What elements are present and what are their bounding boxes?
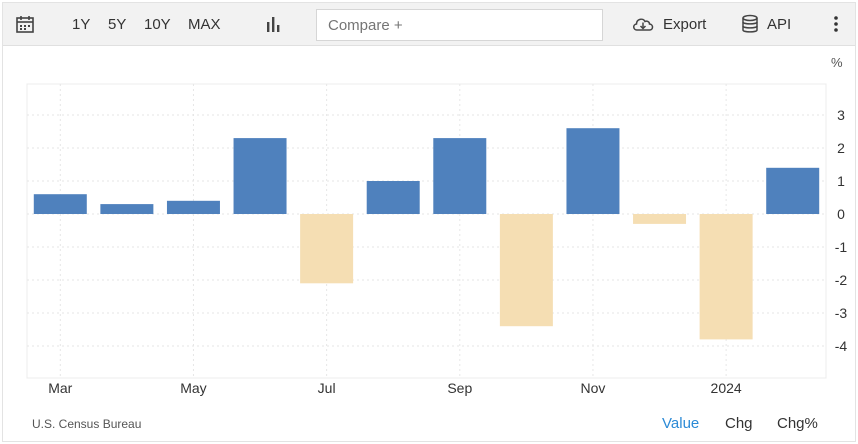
api-button[interactable]: API	[741, 3, 791, 45]
bar[interactable]	[699, 214, 753, 340]
plot-area	[26, 83, 827, 379]
x-tick-label: Jul	[318, 380, 336, 396]
y-tick-label: -2	[835, 272, 848, 288]
bar[interactable]	[100, 204, 154, 214]
y-tick-label: -4	[835, 338, 848, 354]
y-tick-label: 2	[837, 140, 845, 156]
calendar-icon[interactable]	[14, 3, 36, 45]
x-tick-label: Mar	[48, 380, 72, 396]
range-1y-button[interactable]: 1Y	[72, 15, 91, 33]
bar[interactable]	[433, 138, 487, 214]
export-label: Export	[663, 15, 707, 33]
x-tick-label: Sep	[447, 380, 472, 396]
vertical-dots-icon[interactable]	[829, 3, 843, 45]
y-tick-label: -3	[835, 305, 848, 321]
y-axis-unit: %	[831, 55, 843, 70]
bar[interactable]	[566, 128, 620, 214]
api-label: API	[767, 15, 792, 33]
x-tick-label: May	[180, 380, 206, 396]
bar[interactable]	[233, 138, 287, 214]
toolbar: 1Y 5Y 10Y MAX Export API	[3, 3, 855, 46]
compare-input[interactable]	[316, 9, 603, 41]
y-tick-label: 0	[837, 206, 845, 222]
bar[interactable]	[300, 214, 354, 284]
export-button[interactable]: Export	[631, 3, 706, 45]
bar[interactable]	[366, 181, 420, 214]
bar[interactable]	[766, 167, 820, 214]
view-value-button[interactable]: Value	[662, 415, 700, 432]
bar[interactable]	[499, 214, 553, 327]
x-tick-label: 2024	[711, 380, 742, 396]
range-max-button[interactable]: MAX	[188, 15, 221, 33]
cloud-download-icon	[631, 15, 655, 33]
bar-chart-icon[interactable]	[262, 3, 284, 45]
view-chg-pct-button[interactable]: Chg%	[777, 415, 818, 432]
y-tick-label: 1	[837, 173, 845, 189]
range-10y-button[interactable]: 10Y	[144, 15, 171, 33]
database-icon	[741, 14, 759, 34]
bar[interactable]	[633, 214, 687, 224]
source-label: U.S. Census Bureau	[32, 417, 142, 431]
x-tick-label: Nov	[581, 380, 606, 396]
bar[interactable]	[33, 194, 87, 214]
y-tick-label: 3	[837, 107, 845, 123]
view-chg-button[interactable]: Chg	[725, 415, 753, 432]
y-tick-label: -1	[835, 239, 848, 255]
bar[interactable]	[166, 200, 220, 214]
range-5y-button[interactable]: 5Y	[108, 15, 127, 33]
